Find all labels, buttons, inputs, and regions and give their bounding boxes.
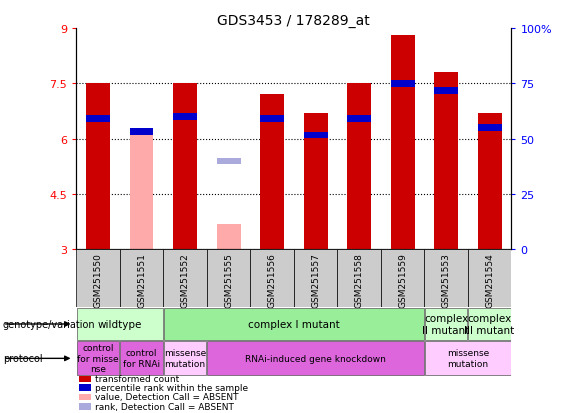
Bar bbox=[434, 73, 458, 250]
Bar bbox=[477, 114, 502, 250]
Bar bbox=[77, 342, 119, 375]
Bar bbox=[477, 125, 502, 132]
Text: GSM251552: GSM251552 bbox=[181, 253, 189, 307]
Text: RNAi-induced gene knockdown: RNAi-induced gene knockdown bbox=[245, 354, 386, 363]
Bar bbox=[120, 250, 163, 308]
Text: GSM251554: GSM251554 bbox=[485, 253, 494, 307]
Bar bbox=[337, 250, 381, 308]
Bar bbox=[207, 342, 424, 375]
Text: GSM251556: GSM251556 bbox=[268, 253, 276, 308]
Bar bbox=[129, 128, 154, 250]
Text: protocol: protocol bbox=[3, 354, 42, 363]
Bar bbox=[120, 342, 163, 375]
Text: genotype/variation: genotype/variation bbox=[3, 319, 95, 329]
Bar bbox=[425, 309, 467, 340]
Bar bbox=[424, 250, 468, 308]
Bar bbox=[163, 250, 207, 308]
Bar bbox=[303, 133, 328, 139]
Bar bbox=[347, 116, 371, 122]
Text: complex
III mutant: complex III mutant bbox=[464, 313, 515, 335]
Bar bbox=[164, 342, 206, 375]
Text: wildtype: wildtype bbox=[98, 319, 142, 329]
Bar bbox=[425, 342, 511, 375]
Text: GSM251555: GSM251555 bbox=[224, 253, 233, 308]
Text: complex
II mutant: complex II mutant bbox=[423, 313, 470, 335]
Text: GSM251557: GSM251557 bbox=[311, 253, 320, 308]
Text: value, Detection Call = ABSENT: value, Detection Call = ABSENT bbox=[95, 392, 239, 401]
Bar bbox=[173, 114, 197, 121]
Bar bbox=[86, 84, 110, 250]
Bar bbox=[390, 81, 415, 88]
Text: GSM251559: GSM251559 bbox=[398, 253, 407, 308]
Title: GDS3453 / 178289_at: GDS3453 / 178289_at bbox=[218, 14, 370, 28]
Bar bbox=[303, 114, 328, 250]
Bar bbox=[294, 250, 337, 308]
Bar bbox=[250, 250, 294, 308]
Text: control
for RNAi: control for RNAi bbox=[123, 349, 160, 368]
Text: transformed count: transformed count bbox=[95, 374, 180, 383]
Bar bbox=[164, 309, 424, 340]
Text: GSM251551: GSM251551 bbox=[137, 253, 146, 308]
Bar bbox=[468, 250, 511, 308]
Bar bbox=[86, 116, 110, 122]
Text: control
for misse
nse: control for misse nse bbox=[77, 344, 119, 373]
Text: percentile rank within the sample: percentile rank within the sample bbox=[95, 383, 249, 392]
Bar bbox=[216, 158, 241, 165]
Text: missense
mutation: missense mutation bbox=[447, 349, 489, 368]
Bar bbox=[76, 250, 120, 308]
Bar bbox=[129, 129, 154, 135]
Bar bbox=[79, 375, 90, 382]
Bar bbox=[216, 224, 241, 250]
Bar bbox=[260, 116, 284, 122]
Text: rank, Detection Call = ABSENT: rank, Detection Call = ABSENT bbox=[95, 402, 234, 411]
Bar bbox=[173, 84, 197, 250]
Text: GSM251550: GSM251550 bbox=[94, 253, 102, 308]
Bar bbox=[77, 309, 163, 340]
Bar bbox=[468, 309, 511, 340]
Bar bbox=[260, 95, 284, 250]
Bar bbox=[79, 403, 90, 410]
Text: complex I mutant: complex I mutant bbox=[248, 319, 340, 329]
Bar bbox=[347, 84, 371, 250]
Bar bbox=[434, 88, 458, 95]
Text: GSM251553: GSM251553 bbox=[442, 253, 450, 308]
Bar bbox=[207, 250, 250, 308]
Text: GSM251558: GSM251558 bbox=[355, 253, 363, 308]
Bar bbox=[79, 394, 90, 400]
Bar bbox=[79, 385, 90, 391]
Bar bbox=[381, 250, 424, 308]
Bar bbox=[390, 36, 415, 250]
Text: missense
mutation: missense mutation bbox=[164, 349, 206, 368]
